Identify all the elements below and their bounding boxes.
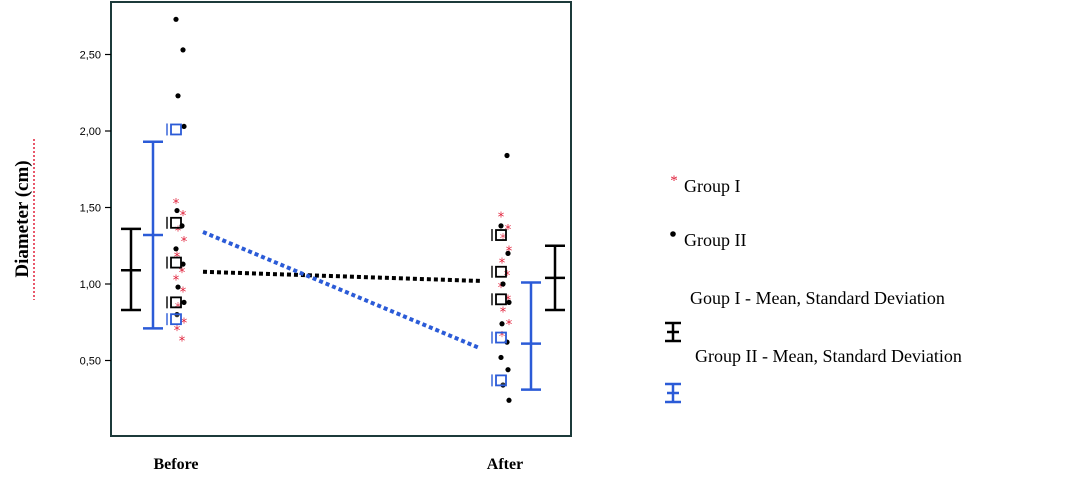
y-tick-label: 0,50	[80, 356, 101, 368]
mean-sd-bar	[545, 244, 565, 312]
mean-sd-bar	[521, 281, 541, 391]
point-group1: *	[175, 301, 182, 316]
point-group1: *	[179, 335, 186, 350]
point-square	[170, 123, 182, 136]
point-group2	[504, 152, 510, 159]
point-group2	[181, 299, 187, 305]
point-group2	[505, 367, 511, 373]
point-group2	[175, 284, 181, 290]
trend-line	[202, 269, 481, 283]
point-group1: *	[499, 330, 506, 345]
point-square	[170, 256, 182, 269]
point-group1: *	[181, 316, 188, 331]
point-group2	[498, 354, 504, 361]
point-group1: *	[498, 211, 505, 226]
point-group2	[506, 299, 512, 305]
errorbar-icon-blue	[665, 382, 681, 404]
data-points: ***********************	[166, 16, 513, 403]
point-group1: *	[180, 286, 187, 301]
y-tick-label: 1,50	[80, 203, 101, 215]
x-category-before: Before	[153, 456, 198, 473]
point-group1: *	[505, 223, 512, 238]
point-group1: *	[180, 209, 187, 224]
point-group1: *	[504, 269, 511, 284]
point-square	[495, 265, 507, 278]
point-group2	[175, 93, 181, 99]
point-group1: *	[173, 197, 180, 212]
legend-mean2-label: Group II - Mean, Standard Deviation	[695, 346, 962, 366]
y-axis: 0,50 1,00 1,50 2,00 2,50	[80, 50, 111, 368]
point-group2	[498, 223, 504, 229]
point-group2	[505, 250, 511, 256]
point-group2	[173, 246, 179, 252]
point-group1: *	[174, 324, 181, 339]
plot-frame	[110, 1, 572, 437]
legend-group1-label: Group I	[684, 176, 741, 196]
trend-line	[202, 230, 481, 351]
point-group1: *	[506, 318, 513, 333]
point-group2	[506, 397, 512, 403]
point-group1: *	[173, 273, 180, 288]
errorbar-icon-black	[665, 321, 681, 343]
point-group1: *	[181, 235, 188, 250]
y-tick-label: 2,50	[80, 50, 101, 62]
dot-icon	[670, 231, 676, 237]
legend-group2-label: Group II	[684, 230, 746, 250]
mean-sd-bar	[143, 140, 163, 330]
point-group1: *	[500, 306, 507, 321]
point-square	[170, 313, 182, 326]
mean-sd-bars	[121, 140, 565, 391]
y-tick-label: 2,00	[80, 126, 101, 138]
point-square	[495, 229, 507, 241]
y-axis-label: Diameter (cm)	[12, 160, 33, 277]
point-group2	[174, 207, 180, 214]
legend-mean1-label: Goup I - Mean, Standard Deviation	[690, 288, 945, 308]
asterisk-icon: *	[670, 173, 678, 189]
point-square	[495, 331, 507, 344]
point-group2	[500, 281, 506, 287]
point-group1: *	[179, 266, 186, 281]
point-square	[495, 293, 507, 306]
trend-lines	[202, 230, 481, 351]
point-group2	[173, 16, 179, 22]
point-square	[495, 374, 507, 387]
point-group2	[180, 47, 186, 53]
point-group1: *	[499, 257, 506, 272]
legend: * Group I Group II Goup I - Mean, Standa…	[665, 173, 962, 404]
point-group2	[499, 321, 505, 327]
point-group2	[181, 123, 187, 130]
point-group1: *	[498, 281, 505, 296]
point-square	[170, 296, 182, 309]
point-group1: *	[175, 224, 182, 239]
y-tick-label: 1,00	[80, 279, 101, 291]
point-square	[170, 216, 182, 229]
x-category-after: After	[487, 456, 523, 473]
mean-sd-bar	[121, 227, 141, 312]
